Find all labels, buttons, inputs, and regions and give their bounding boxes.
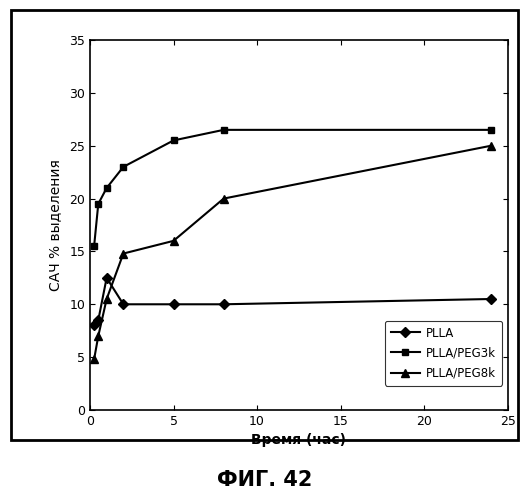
PLLA/PEG8k bbox=[170, 238, 177, 244]
PLLA/PEG8k bbox=[91, 356, 97, 362]
Text: ФИГ. 42: ФИГ. 42 bbox=[217, 470, 312, 490]
PLLA/PEG3k bbox=[488, 127, 494, 133]
PLLA bbox=[104, 275, 110, 281]
PLLA/PEG3k bbox=[95, 201, 102, 207]
PLLA bbox=[120, 302, 126, 308]
PLLA/PEG3k bbox=[221, 127, 227, 133]
PLLA bbox=[170, 302, 177, 308]
PLLA/PEG8k bbox=[488, 142, 494, 148]
PLLA/PEG3k bbox=[120, 164, 126, 170]
PLLA bbox=[221, 302, 227, 308]
PLLA bbox=[91, 322, 97, 328]
Legend: PLLA, PLLA/PEG3k, PLLA/PEG8k: PLLA, PLLA/PEG3k, PLLA/PEG8k bbox=[385, 320, 502, 386]
PLLA/PEG3k bbox=[104, 185, 110, 191]
X-axis label: Время (час): Время (час) bbox=[251, 434, 346, 448]
Line: PLLA: PLLA bbox=[90, 274, 495, 329]
PLLA bbox=[488, 296, 494, 302]
PLLA/PEG8k bbox=[120, 250, 126, 256]
PLLA/PEG8k bbox=[104, 296, 110, 302]
Y-axis label: САЧ % выделения: САЧ % выделения bbox=[48, 159, 62, 291]
PLLA/PEG8k bbox=[95, 333, 102, 339]
Line: PLLA/PEG8k: PLLA/PEG8k bbox=[90, 142, 495, 364]
PLLA/PEG8k bbox=[221, 196, 227, 202]
Line: PLLA/PEG3k: PLLA/PEG3k bbox=[90, 126, 495, 250]
PLLA bbox=[95, 317, 102, 323]
PLLA/PEG3k bbox=[91, 243, 97, 249]
PLLA/PEG3k bbox=[170, 138, 177, 143]
